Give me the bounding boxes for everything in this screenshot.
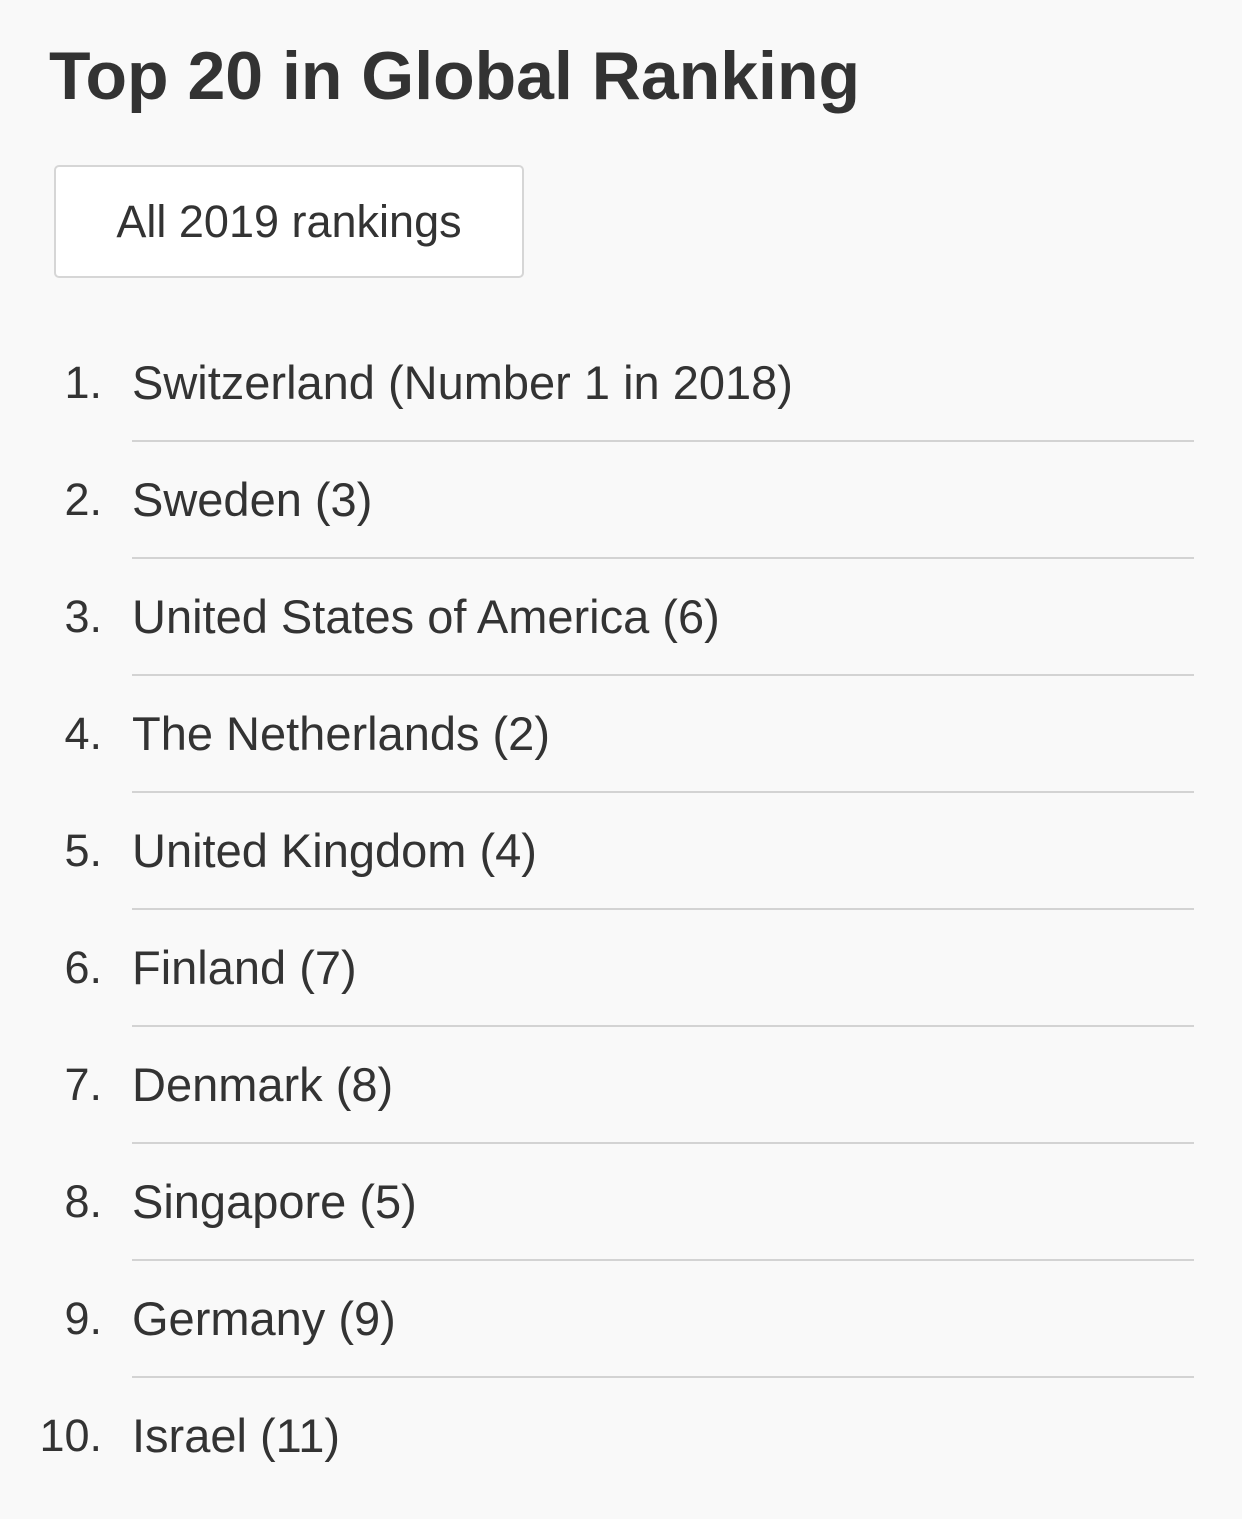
divider xyxy=(132,1025,1194,1027)
rank-number: 8. xyxy=(64,1175,102,1227)
rank-number: 2. xyxy=(64,473,102,525)
ranking-item-4[interactable]: 4. The Netherlands (2) xyxy=(0,676,1242,793)
divider xyxy=(132,1259,1194,1261)
rank-number: 4. xyxy=(64,707,102,759)
all-rankings-button[interactable]: All 2019 rankings xyxy=(54,165,524,278)
divider xyxy=(132,674,1194,676)
rank-country[interactable]: The Netherlands (2) xyxy=(132,707,550,760)
ranking-item-8[interactable]: 8. Singapore (5) xyxy=(0,1144,1242,1261)
rank-country[interactable]: Switzerland (Number 1 in 2018) xyxy=(132,356,793,409)
ranking-item-10[interactable]: 10. Israel (11) xyxy=(0,1378,1242,1495)
rank-number: 10. xyxy=(39,1409,102,1461)
rank-country[interactable]: Finland (7) xyxy=(132,941,357,994)
rank-country[interactable]: United Kingdom (4) xyxy=(132,824,537,877)
rank-number: 7. xyxy=(64,1058,102,1110)
divider xyxy=(132,1142,1194,1144)
divider xyxy=(132,1376,1194,1378)
divider xyxy=(132,791,1194,793)
rank-number: 5. xyxy=(64,824,102,876)
ranking-item-7[interactable]: 7. Denmark (8) xyxy=(0,1027,1242,1144)
rank-country[interactable]: Israel (11) xyxy=(132,1409,341,1462)
divider xyxy=(132,440,1194,442)
rank-number: 3. xyxy=(64,590,102,642)
rank-number: 9. xyxy=(64,1292,102,1344)
rank-country[interactable]: Denmark (8) xyxy=(132,1058,394,1111)
rank-number: 6. xyxy=(64,941,102,993)
rank-country[interactable]: Sweden (3) xyxy=(132,473,373,526)
ranking-item-1[interactable]: 1. Switzerland (Number 1 in 2018) xyxy=(0,325,1242,442)
ranking-item-2[interactable]: 2. Sweden (3) xyxy=(0,442,1242,559)
rank-country[interactable]: Singapore (5) xyxy=(132,1175,417,1228)
ranking-item-9[interactable]: 9. Germany (9) xyxy=(0,1261,1242,1378)
rank-number: 1. xyxy=(64,356,102,408)
ranking-list: 1. Switzerland (Number 1 in 2018) 2. Swe… xyxy=(0,325,1242,1495)
ranking-item-5[interactable]: 5. United Kingdom (4) xyxy=(0,793,1242,910)
divider xyxy=(132,557,1194,559)
page-title: Top 20 in Global Ranking xyxy=(49,38,861,114)
ranking-item-3[interactable]: 3. United States of America (6) xyxy=(0,559,1242,676)
rank-country[interactable]: Germany (9) xyxy=(132,1292,396,1345)
ranking-item-6[interactable]: 6. Finland (7) xyxy=(0,910,1242,1027)
rank-country[interactable]: United States of America (6) xyxy=(132,590,720,643)
divider xyxy=(132,908,1194,910)
